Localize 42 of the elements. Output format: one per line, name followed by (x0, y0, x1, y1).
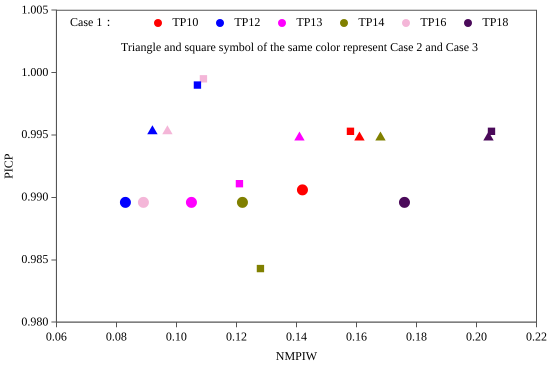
legend-label: TP10 (172, 15, 198, 30)
y-axis-title: PICP (1, 153, 16, 179)
x-tick-label: 0.22 (526, 330, 547, 344)
point (120, 196, 131, 208)
point (296, 184, 308, 196)
point (236, 180, 244, 188)
point (162, 126, 172, 134)
legend-title: Case 1： (70, 14, 114, 31)
annotation: Triangle and square symbol of the same color represent Case 2 and Case 3 (120, 40, 480, 55)
y-tick-label: 0.995 (21, 127, 48, 142)
legend-label: TP14 (358, 15, 384, 30)
legend-label: TP18 (482, 15, 508, 30)
x-tick-label: 0.20 (466, 330, 487, 344)
point (148, 126, 158, 134)
y-tick-label: 0.990 (21, 190, 48, 204)
y-tick-label: 0.985 (21, 252, 48, 266)
legend-label: TP16 (420, 15, 446, 30)
point (346, 128, 354, 135)
x-tick-label: 0.18 (406, 330, 427, 344)
x-tick-label: 0.14 (286, 330, 307, 344)
point (398, 196, 410, 208)
x-tick-label: 0.06 (46, 330, 67, 344)
point (138, 196, 149, 208)
point (354, 132, 364, 140)
point (376, 132, 386, 140)
y-tick-label: 1.000 (21, 64, 48, 79)
x-tick-label: 0.10 (166, 330, 187, 344)
point (186, 196, 197, 208)
x-tick-label: 0.08 (106, 330, 127, 344)
x-axis-title: NMPIW (276, 348, 318, 363)
point (194, 81, 202, 89)
legend-label: TP13 (296, 15, 322, 30)
point (200, 75, 208, 83)
y-tick-label: 1.005 (21, 2, 48, 16)
x-tick-label: 0.12 (226, 330, 247, 344)
y-tick-label: 0.980 (21, 314, 48, 328)
legend-label: TP12 (234, 15, 260, 30)
point (484, 132, 494, 140)
point (236, 196, 248, 208)
point (294, 132, 304, 140)
point (256, 264, 264, 272)
x-tick-label: 0.16 (346, 330, 367, 344)
